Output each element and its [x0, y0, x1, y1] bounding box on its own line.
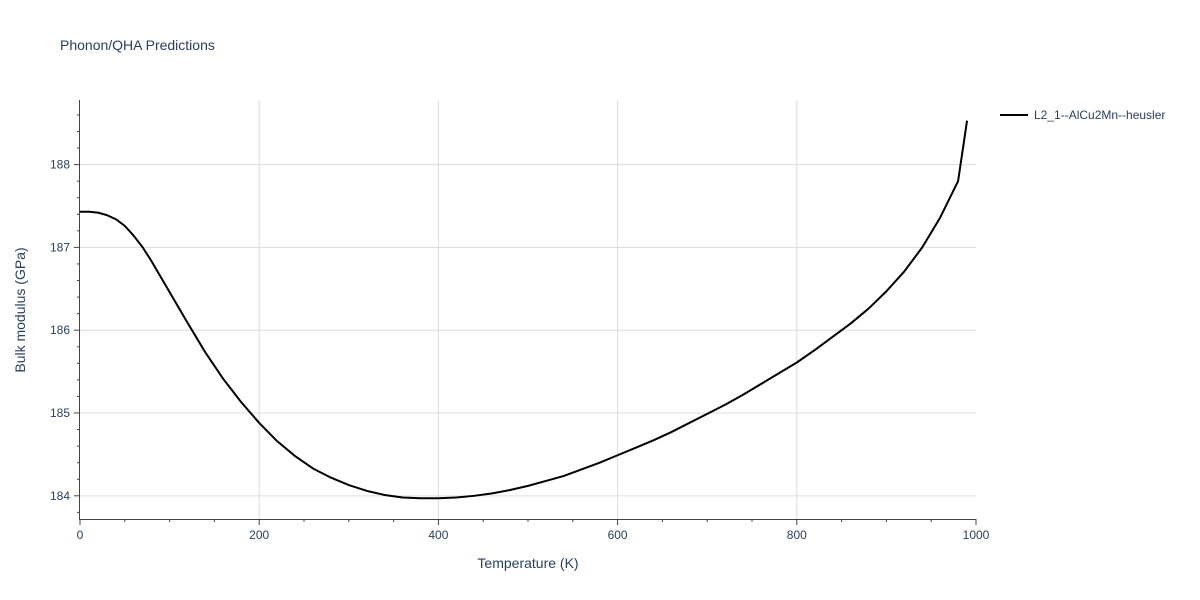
grid — [80, 100, 976, 519]
y-axis-title: Bulk modulus (GPa) — [12, 247, 28, 372]
y-tick-label: 185 — [50, 406, 70, 420]
y-tick-label: 187 — [50, 240, 70, 254]
x-tick-label: 600 — [608, 528, 628, 542]
x-axis-title: Temperature (K) — [477, 555, 578, 571]
legend-label: L2_1--AlCu2Mn--heusler — [1034, 108, 1165, 122]
ticks: 0 200 400 600 800 1000 184 185 186 187 188 — [50, 114, 990, 542]
x-tick-label: 200 — [249, 528, 269, 542]
x-tick-label: 0 — [77, 528, 84, 542]
y-tick-label: 184 — [50, 489, 70, 503]
y-tick-label: 186 — [50, 323, 70, 337]
x-tick-label: 1000 — [963, 528, 990, 542]
x-tick-label: 400 — [428, 528, 448, 542]
series-line — [80, 120, 969, 500]
x-tick-label: 800 — [787, 528, 807, 542]
series — [80, 120, 969, 500]
chart-title: Phonon/QHA Predictions — [60, 37, 215, 53]
axes — [79, 100, 976, 520]
y-tick-label: 188 — [50, 158, 70, 172]
legend[interactable]: L2_1--AlCu2Mn--heusler — [1000, 108, 1165, 122]
